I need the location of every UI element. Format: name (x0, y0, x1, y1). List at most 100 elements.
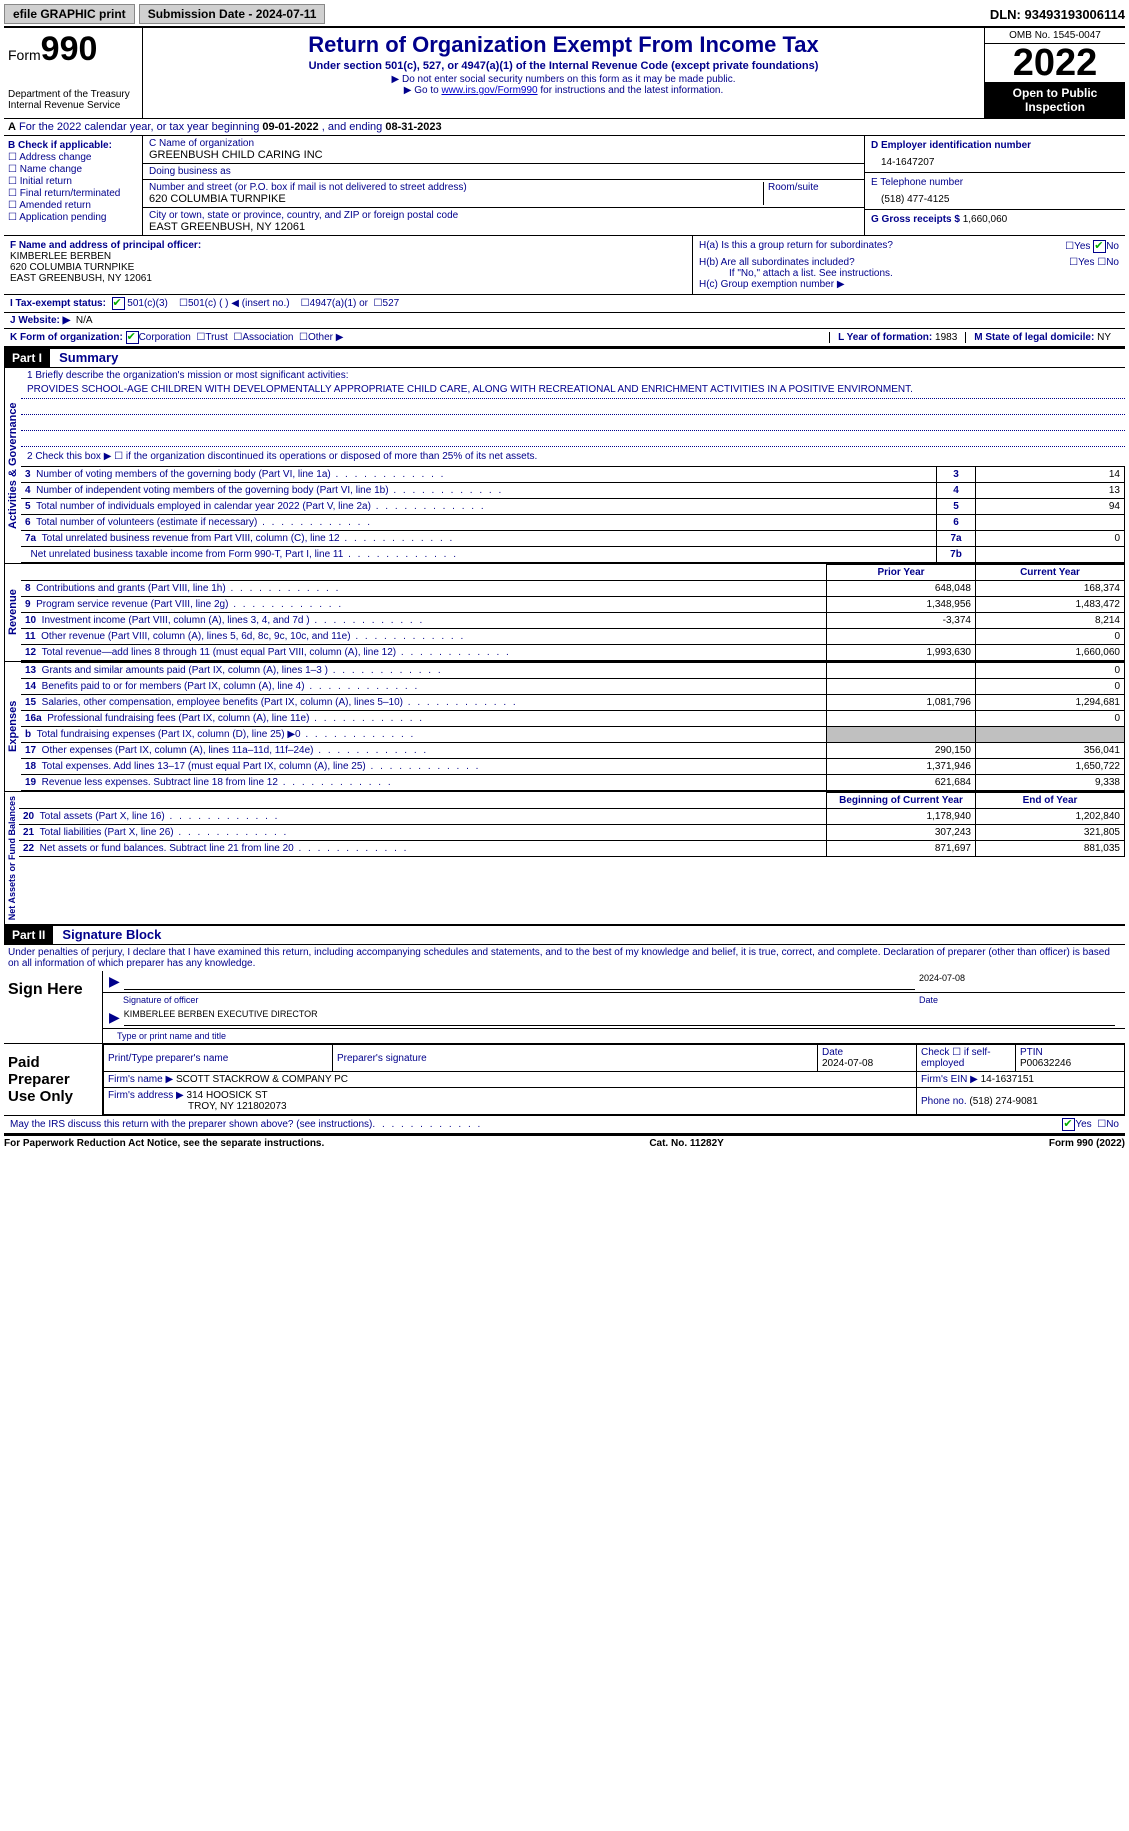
irs-link[interactable]: www.irs.gov/Form990 (441, 85, 537, 96)
table-row: 5 Total number of individuals employed i… (21, 499, 1125, 515)
mission-blank1 (21, 399, 1125, 415)
table-row: 18 Total expenses. Add lines 13–17 (must… (21, 759, 1125, 775)
phone-lbl: Phone no. (921, 1096, 967, 1107)
hb-yes[interactable]: Yes (1078, 257, 1094, 268)
discuss-row: May the IRS discuss this return with the… (4, 1116, 1125, 1134)
officer-lbl: F Name and address of principal officer: (10, 240, 201, 251)
year-begin: 09-01-2022 (262, 121, 318, 133)
prep-sig-lbl: Preparer's signature (333, 1045, 818, 1072)
chk-initial-lbl: Initial return (20, 176, 72, 187)
chk-amend[interactable]: ☐ Amended return (8, 200, 138, 211)
label-a: A (8, 121, 16, 133)
firm-addr-lbl: Firm's address ▶ (108, 1090, 184, 1101)
table-expenses: 13 Grants and similar amounts paid (Part… (21, 662, 1125, 791)
sig-date: 2024-07-08 (919, 973, 1119, 990)
part2-header: Part II Signature Block (4, 924, 1125, 945)
prep-date: 2024-07-08 (822, 1058, 873, 1069)
discuss-yes-chk[interactable] (1062, 1118, 1075, 1131)
ha-yes[interactable]: Yes (1074, 241, 1090, 252)
opt-assoc: Association (242, 332, 293, 343)
chk-initial[interactable]: ☐ Initial return (8, 176, 138, 187)
discuss-lbl: May the IRS discuss this return with the… (10, 1119, 372, 1130)
officer-name: KIMBERLEE BERBEN (10, 251, 111, 262)
check-self[interactable]: Check ☐ if self-employed (917, 1045, 1016, 1072)
table-netassets: Beginning of Current YearEnd of Year20 T… (19, 792, 1125, 857)
section-b-to-g: B Check if applicable: ☐ Address change … (4, 136, 1125, 236)
gross-val: 1,660,060 (963, 214, 1008, 225)
row-a-mid: , and ending (319, 121, 386, 133)
year-form-lbl: L Year of formation: (838, 332, 932, 343)
form-org-lbl: K Form of organization: (10, 332, 123, 343)
row-k: K Form of organization: Corporation ☐ Tr… (4, 329, 1125, 347)
part2-badge: Part II (4, 926, 53, 944)
sign-here-row: Sign Here ▶ 2024-07-08 Signature of offi… (4, 971, 1125, 1044)
footer-right: Form 990 (2022) (1049, 1138, 1125, 1149)
ein-val: 14-1647207 (871, 151, 1119, 168)
revenue-section: Revenue Prior YearCurrent Year8 Contribu… (4, 563, 1125, 661)
chk-final-lbl: Final return/terminated (20, 188, 121, 199)
part1-badge: Part I (4, 349, 50, 367)
header-mid: Return of Organization Exempt From Incom… (143, 28, 984, 118)
form-note2: ▶ Go to www.irs.gov/Form990 for instruct… (147, 85, 980, 96)
type-name-lbl: Type or print name and title (103, 1029, 1125, 1043)
chk-addr[interactable]: ☐ Address change (8, 152, 138, 163)
submission-date-button[interactable]: Submission Date - 2024-07-11 (139, 4, 326, 24)
part2-title: Signature Block (56, 927, 161, 942)
table-row: 13 Grants and similar amounts paid (Part… (21, 663, 1125, 679)
table-row: 8 Contributions and grants (Part VIII, l… (21, 581, 1125, 597)
declaration: Under penalties of perjury, I declare th… (4, 945, 1125, 971)
city-val: EAST GREENBUSH, NY 12061 (149, 221, 858, 233)
row-h: H(a) Is this a group return for subordin… (692, 236, 1125, 294)
ha-no-chk[interactable] (1093, 240, 1106, 253)
chk-name[interactable]: ☐ Name change (8, 164, 138, 175)
chk-app[interactable]: ☐ Application pending (8, 212, 138, 223)
chk-corp[interactable] (126, 331, 139, 344)
chk-addr-lbl: Address change (19, 152, 91, 163)
table-row: b Total fundraising expenses (Part IX, c… (21, 727, 1125, 743)
col-b-header: B Check if applicable: (8, 140, 112, 151)
line2-text: 2 Check this box ▶ ☐ if the organization… (21, 447, 1125, 466)
row-f: F Name and address of principal officer:… (4, 236, 692, 294)
org-name: GREENBUSH CHILD CARING INC (149, 149, 858, 161)
prep-date-lbl: Date (822, 1047, 843, 1058)
netassets-section: Net Assets or Fund Balances Beginning of… (4, 791, 1125, 924)
discuss-no[interactable]: No (1106, 1119, 1119, 1130)
year-form-val: 1983 (935, 332, 957, 343)
arrow-icon-2: ▶ (109, 1009, 120, 1026)
tax-status-lbl: I Tax-exempt status: (10, 298, 106, 309)
table-row: 6 Total number of volunteers (estimate i… (21, 515, 1125, 531)
efile-button[interactable]: efile GRAPHIC print (4, 4, 135, 24)
side-expenses: Expenses (4, 662, 21, 791)
year-end: 08-31-2023 (385, 121, 441, 133)
firm-addr1: 314 HOOSICK ST (187, 1090, 268, 1101)
addr-lbl: Number and street (or P.O. box if mail i… (149, 182, 763, 193)
hb-lbl: H(b) Are all subordinates included? (699, 257, 855, 268)
row-f-h: F Name and address of principal officer:… (4, 236, 1125, 295)
dots (372, 1119, 1062, 1130)
col-b: B Check if applicable: ☐ Address change … (4, 136, 143, 235)
phone-val: (518) 274-9081 (969, 1096, 1037, 1107)
dept-label: Department of the Treasury (8, 89, 138, 100)
paid-prep-lbl: Paid Preparer Use Only (4, 1044, 103, 1115)
paid-preparer-row: Paid Preparer Use Only Print/Type prepar… (4, 1044, 1125, 1116)
mission-blank3 (21, 431, 1125, 447)
website-lbl: J Website: ▶ (10, 315, 70, 326)
form-subtitle: Under section 501(c), 527, or 4947(a)(1)… (147, 60, 980, 72)
prep-name-lbl: Print/Type preparer's name (104, 1045, 333, 1072)
top-bar: efile GRAPHIC print Submission Date - 20… (4, 4, 1125, 28)
officer-addr2: EAST GREENBUSH, NY 12061 (10, 273, 152, 284)
table-row: 3 Number of voting members of the govern… (21, 467, 1125, 483)
state-val: NY (1097, 332, 1111, 343)
table-row: 9 Program service revenue (Part VIII, li… (21, 597, 1125, 613)
part1-title: Summary (53, 350, 118, 365)
chk-501c3[interactable] (112, 297, 125, 310)
expenses-section: Expenses 13 Grants and similar amounts p… (4, 661, 1125, 791)
form-header: Form990 Department of the Treasury Inter… (4, 28, 1125, 119)
table-row: 4 Number of independent voting members o… (21, 483, 1125, 499)
side-revenue: Revenue (4, 564, 21, 661)
opt-501c: 501(c) ( ) ◀ (insert no.) (188, 298, 290, 309)
hb-no[interactable]: No (1106, 257, 1119, 268)
chk-final[interactable]: ☐ Final return/terminated (8, 188, 138, 199)
table-row: 7a Total unrelated business revenue from… (21, 531, 1125, 547)
officer-addr1: 620 COLUMBIA TURNPIKE (10, 262, 134, 273)
